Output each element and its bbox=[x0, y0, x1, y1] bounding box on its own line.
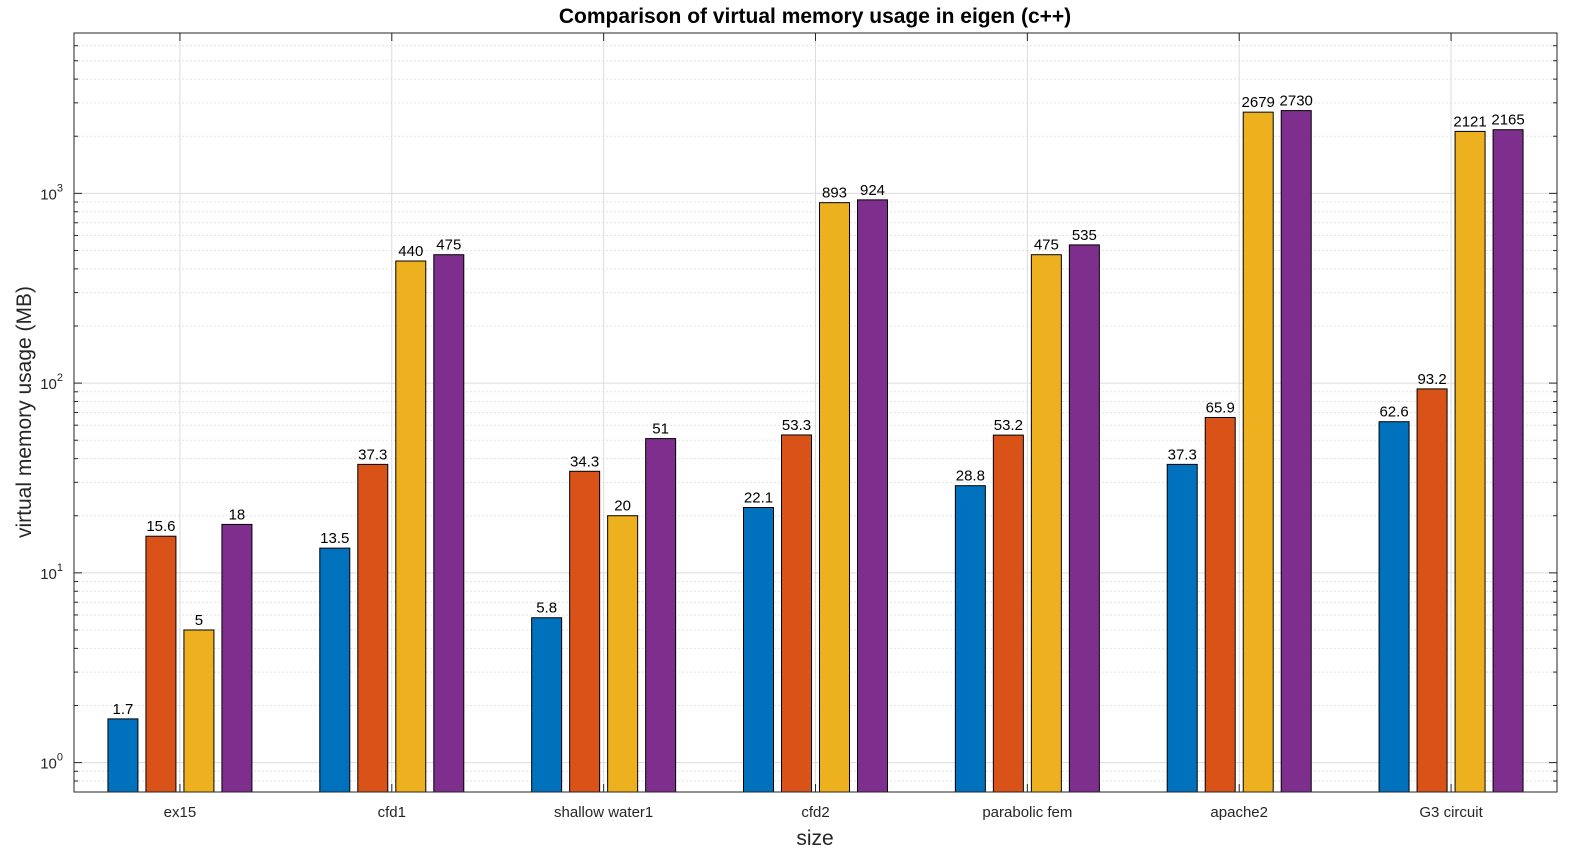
bar bbox=[433, 254, 465, 793]
bar bbox=[1378, 421, 1410, 793]
bar-value-label: 893 bbox=[822, 185, 847, 202]
bar-value-label: 2165 bbox=[1491, 112, 1524, 129]
bar bbox=[1166, 463, 1198, 793]
grid bbox=[74, 32, 1557, 793]
bar bbox=[319, 547, 351, 793]
bar bbox=[781, 434, 812, 793]
bar-value-label: 37.3 bbox=[1168, 446, 1197, 463]
bar bbox=[607, 515, 639, 793]
bar-value-label: 53.3 bbox=[782, 417, 811, 434]
bar bbox=[1068, 244, 1100, 793]
x-tick-label: apache2 bbox=[1210, 804, 1268, 821]
bar bbox=[395, 260, 427, 793]
y-tick-label: 100 bbox=[40, 752, 63, 773]
bar-value-label: 475 bbox=[436, 237, 461, 254]
bar bbox=[221, 523, 253, 793]
bar bbox=[1416, 388, 1448, 793]
bar-value-label: 22.1 bbox=[744, 490, 773, 507]
bar-value-label: 34.3 bbox=[570, 453, 599, 470]
bar bbox=[107, 718, 139, 793]
bar-value-label: 2730 bbox=[1280, 93, 1313, 110]
bar bbox=[857, 199, 888, 793]
bar bbox=[1492, 129, 1524, 793]
bar bbox=[569, 470, 601, 793]
bar-value-label: 440 bbox=[398, 243, 423, 260]
x-tick-label: ex15 bbox=[164, 804, 197, 821]
bar-value-label: 2121 bbox=[1453, 113, 1486, 130]
bar-value-label: 20 bbox=[614, 498, 631, 515]
bar-value-label: 1.7 bbox=[112, 701, 133, 718]
x-tick-label: cfd1 bbox=[378, 804, 406, 821]
bar-value-label: 93.2 bbox=[1417, 371, 1446, 388]
bar bbox=[531, 617, 563, 793]
bar bbox=[954, 485, 986, 793]
bar-value-label: 535 bbox=[1072, 227, 1097, 244]
bar-value-label: 5 bbox=[195, 612, 203, 629]
y-tick-label: 101 bbox=[40, 562, 63, 583]
bar-value-label: 13.5 bbox=[320, 530, 349, 547]
bar-value-label: 15.6 bbox=[146, 518, 175, 535]
bar-value-label: 37.3 bbox=[358, 446, 387, 463]
bar bbox=[819, 202, 850, 793]
y-tick-label: 102 bbox=[40, 372, 63, 393]
x-axis-label: size bbox=[796, 827, 833, 850]
bar bbox=[183, 629, 215, 793]
bar bbox=[1242, 111, 1274, 793]
x-tick-label: parabolic fem bbox=[982, 804, 1072, 821]
y-tick-label: 103 bbox=[40, 182, 63, 203]
data-labels: 1.7 15.6 5 18 13.5 37.3 440 475 5.8 34.3 20 51 22.1 5… bbox=[112, 93, 1524, 718]
bar bbox=[743, 507, 774, 793]
bar-value-label: 65.9 bbox=[1206, 399, 1235, 416]
x-tick-label: G3 circuit bbox=[1419, 804, 1483, 821]
bar bbox=[645, 438, 677, 793]
bar bbox=[357, 463, 389, 793]
bar-value-label: 62.6 bbox=[1379, 404, 1408, 421]
bar bbox=[1204, 416, 1236, 793]
ticks: 100 101 102 103 ex15 cfd1 shallow water1 cfd2 pa… bbox=[40, 32, 1557, 821]
chart-title: Comparison of virtual memory usage in ei… bbox=[559, 5, 1071, 28]
bar-value-label: 18 bbox=[229, 506, 246, 523]
bar-value-label: 5.8 bbox=[536, 600, 557, 617]
bar-value-label: 475 bbox=[1034, 237, 1059, 254]
bar bbox=[1454, 130, 1486, 793]
bar-value-label: 2679 bbox=[1242, 94, 1275, 111]
bar-value-label: 53.2 bbox=[994, 417, 1023, 434]
bar bbox=[145, 535, 177, 793]
x-tick-label: cfd2 bbox=[801, 804, 829, 821]
bar-value-label: 51 bbox=[652, 421, 669, 438]
y-axis-label: virtual memory usage (MB) bbox=[13, 286, 36, 538]
bar bbox=[1280, 110, 1312, 793]
bar-value-label: 924 bbox=[860, 182, 885, 199]
bar-value-label: 28.8 bbox=[956, 468, 985, 485]
x-tick-label: shallow water1 bbox=[554, 804, 653, 821]
bars bbox=[107, 110, 1524, 793]
bar bbox=[992, 434, 1024, 793]
bar bbox=[1030, 254, 1062, 793]
